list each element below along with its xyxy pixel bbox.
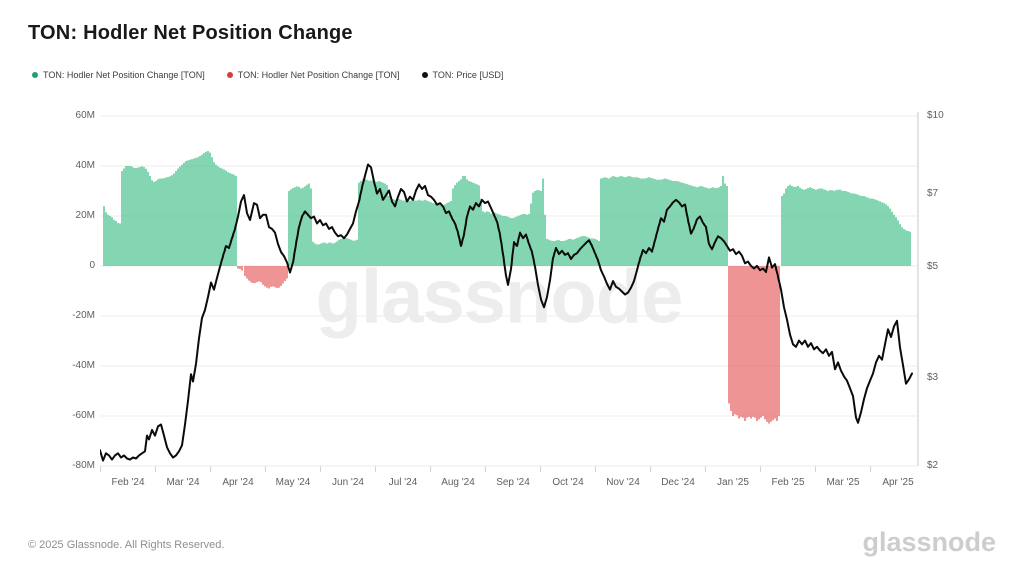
right-axis-tick-$10: $10 — [927, 110, 944, 121]
legend-red-dot-icon — [226, 72, 233, 78]
right-axis-tick-$2: $2 — [927, 460, 939, 471]
x-axis-tick-feb-25: Feb '25 — [771, 477, 805, 488]
legend-black-dot-icon — [421, 72, 428, 78]
legend-label: TON: Price [USD] — [432, 70, 504, 80]
left-axis-tick--40M: -40M — [72, 360, 95, 371]
left-axis-tick--60M: -60M — [72, 410, 95, 421]
left-axis-tick--20M: -20M — [72, 310, 95, 321]
copyright-text: © 2025 Glassnode. All Rights Reserved. — [28, 539, 225, 551]
glassnode-logo: glassnode — [862, 527, 996, 557]
x-axis-tick-nov-24: Nov '24 — [606, 477, 640, 488]
x-axis-tick-dec-24: Dec '24 — [661, 477, 695, 488]
glassnode-watermark: glassnode — [315, 254, 684, 340]
x-axis-tick-aug-24: Aug '24 — [441, 477, 475, 488]
right-axis-tick-$3: $3 — [927, 371, 939, 383]
legend-item-price[interactable]: TON: Price [USD] — [421, 70, 504, 80]
x-axis-tick-apr-24: Apr '24 — [222, 477, 254, 488]
x-axis-tick-jan-25: Jan '25 — [717, 477, 749, 488]
legend-green-dot-icon — [32, 72, 38, 78]
x-axis-tick-sep-24: Sep '24 — [496, 477, 530, 488]
x-axis-tick-jul-24: Jul '24 — [388, 477, 418, 488]
legend-label: TON: Hodler Net Position Change [TON] — [43, 70, 205, 80]
left-axis-tick--80M: -80M — [72, 460, 95, 471]
page-title: TON: Hodler Net Position Change — [28, 22, 353, 44]
legend-item-hodler-net-position-positive[interactable]: TON: Hodler Net Position Change [TON] — [32, 70, 205, 80]
left-axis-tick-60M: 60M — [75, 110, 95, 121]
left-axis-tick-0: 0 — [89, 260, 95, 271]
legend-item-hodler-net-position-negative[interactable]: TON: Hodler Net Position Change [TON] — [226, 70, 400, 80]
x-axis-tick-jun-24: Jun '24 — [332, 477, 364, 488]
x-axis-tick-apr-25: Apr '25 — [882, 477, 914, 488]
left-axis-tick-20M: 20M — [75, 210, 95, 221]
x-axis-tick-oct-24: Oct '24 — [552, 477, 584, 488]
right-axis-tick-$5: $5 — [927, 260, 939, 272]
legend: TON: Hodler Net Position Change [TON] TO… — [32, 70, 503, 80]
x-axis-tick-mar-25: Mar '25 — [826, 477, 860, 488]
x-axis-tick-may-24: May '24 — [275, 477, 311, 488]
plot-area[interactable] — [100, 112, 920, 476]
legend-label: TON: Hodler Net Position Change [TON] — [237, 70, 400, 80]
left-axis-tick-40M: 40M — [75, 160, 95, 171]
right-axis-tick-$7: $7 — [927, 187, 939, 199]
x-axis-tick-mar-24: Mar '24 — [166, 477, 200, 488]
x-axis-tick-feb-24: Feb '24 — [111, 477, 145, 488]
